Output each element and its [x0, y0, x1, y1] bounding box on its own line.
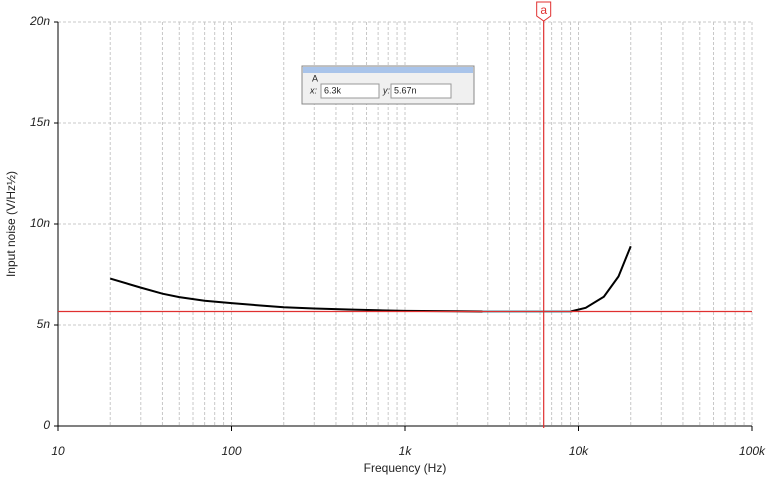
readout-y-value: 5.67n: [394, 85, 417, 95]
y-tick-label: 15n: [30, 115, 50, 129]
x-tick-label: 10k: [569, 444, 589, 458]
y-tick-label: 20n: [29, 14, 50, 28]
x-tick-label: 10: [51, 444, 65, 458]
readout-x-field: [320, 83, 380, 99]
y-tick-label: 5n: [37, 317, 51, 331]
series-line: [109, 245, 632, 313]
readout-y-field: [390, 83, 452, 99]
x-tick-label: 100k: [739, 444, 766, 458]
readout-y-label: y:: [382, 85, 391, 95]
y-tick-label: 0: [43, 418, 50, 432]
readout-title: A: [312, 73, 318, 83]
y-axis-title: Input noise (V/Hz½): [4, 171, 18, 277]
x-axis-title: Frequency (Hz): [364, 461, 447, 475]
cursor-label: a: [540, 3, 547, 17]
y-tick-label: 10n: [30, 216, 50, 230]
x-tick-label: 1k: [399, 444, 413, 458]
readout-titlebar: [303, 67, 473, 73]
x-tick-label: 100: [221, 444, 241, 458]
readout-x-label: x:: [309, 85, 318, 95]
readout-x-value: 6.3k: [324, 85, 342, 95]
cursor-flag: [536, 1, 552, 22]
